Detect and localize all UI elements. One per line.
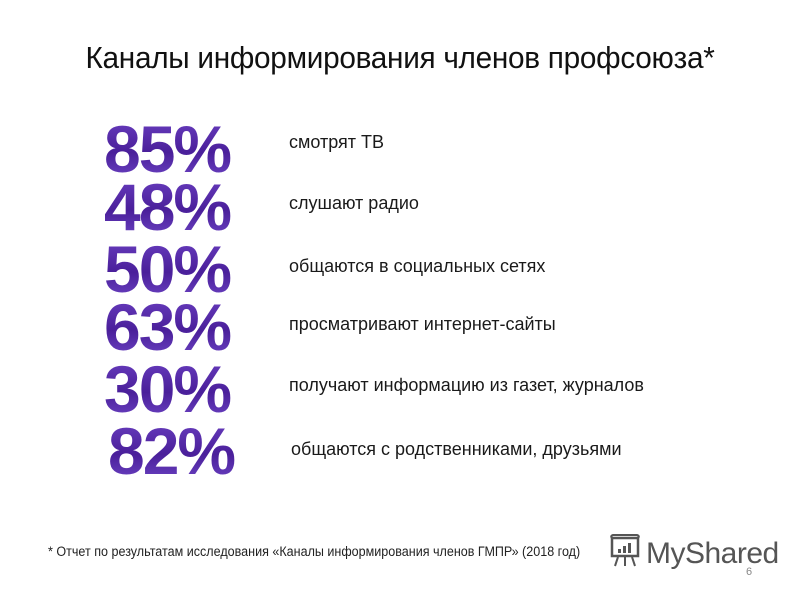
page-number: 6 bbox=[746, 566, 753, 578]
stat-label: смотрят ТВ bbox=[289, 132, 385, 152]
stat-value: 48% bbox=[104, 174, 244, 240]
stat-label: получают информацию из газет, журналов bbox=[289, 375, 644, 395]
stat-value: 63% bbox=[104, 294, 244, 360]
stat-value: 85% bbox=[104, 116, 244, 182]
watermark: MyShared bbox=[608, 534, 779, 573]
presentation-board-icon bbox=[608, 534, 642, 573]
stat-label: общаются с родственниками, друзьями bbox=[291, 439, 622, 459]
stat-label: общаются в социальных сетях bbox=[289, 256, 546, 276]
stat-value: 30% bbox=[104, 356, 244, 422]
watermark-text: MyShared bbox=[646, 536, 779, 570]
stat-label: просматривают интернет-сайты bbox=[289, 314, 556, 334]
footnote: * Отчет по результатам исследования «Кан… bbox=[48, 544, 581, 559]
slide-title: Каналы информирования членов профсоюза* bbox=[85, 40, 715, 75]
stat-label: слушают радио bbox=[289, 193, 419, 213]
stat-value: 50% bbox=[104, 236, 244, 302]
stat-value: 82% bbox=[108, 418, 248, 484]
